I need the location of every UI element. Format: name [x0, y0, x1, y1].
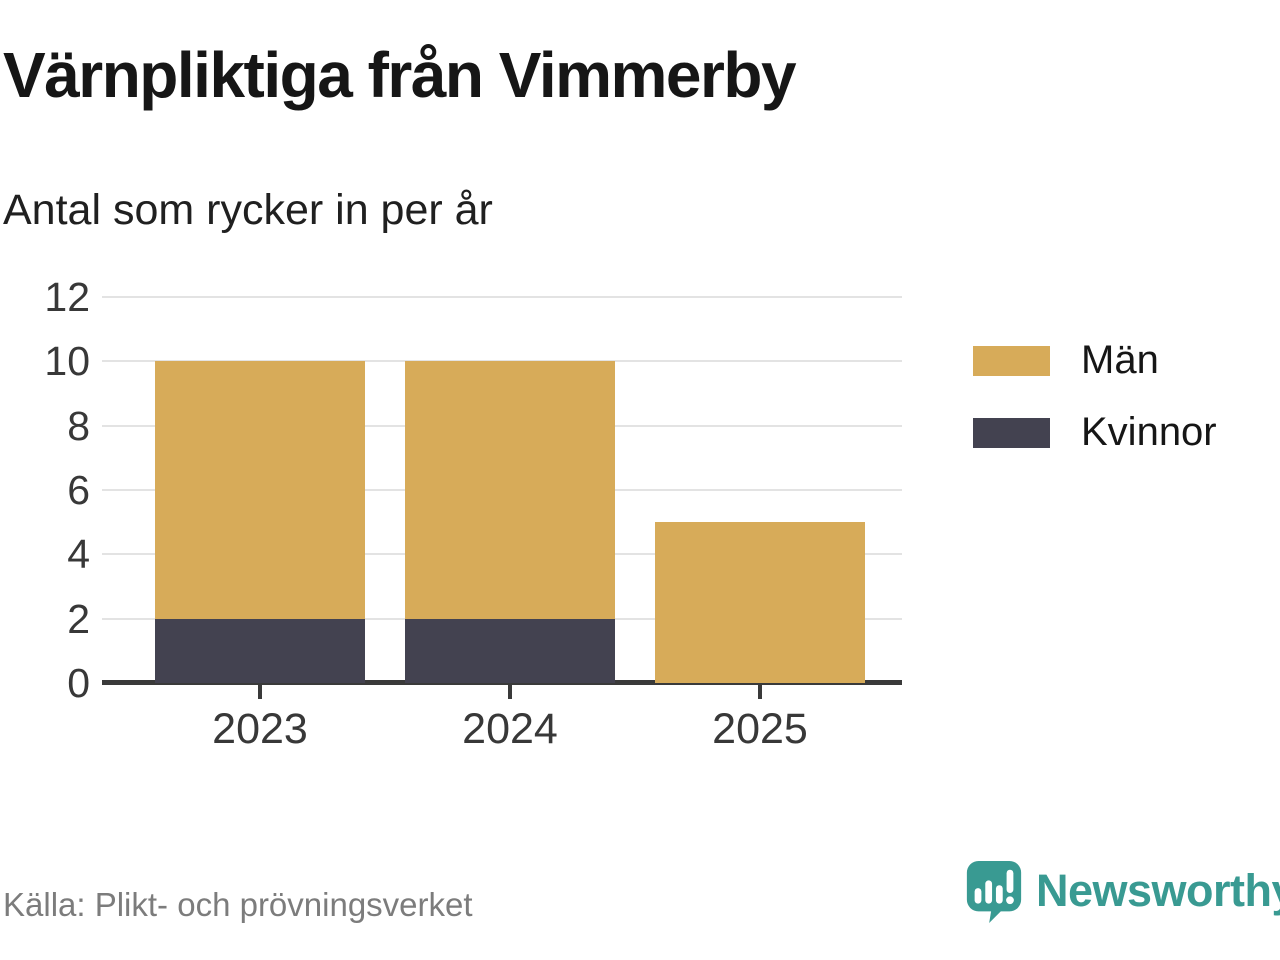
- y-tick-label-10: 10: [44, 338, 90, 385]
- legend-swatch-man: [973, 345, 1050, 376]
- bar-2024-kvinnor: [405, 618, 615, 683]
- x-tick-label-2023: 2023: [212, 705, 308, 753]
- y-tick-label-8: 8: [67, 402, 90, 449]
- gridline-12: [102, 296, 902, 298]
- plot-area: 0 2 4 6 8 10 12 2023 2024 2025: [44, 274, 902, 753]
- legend-swatch-kvinnor: [973, 417, 1050, 448]
- x-tick-2023: [258, 685, 262, 699]
- y-tick-label-6: 6: [67, 467, 90, 513]
- x-tick-label-2024: 2024: [462, 705, 558, 753]
- bar-2023-kvinnor: [155, 618, 365, 683]
- newsworthy-wordmark: Newsworthy: [1036, 865, 1280, 916]
- legend-item-kvinnor: Kvinnor: [973, 410, 1217, 455]
- legend-item-man: Män: [973, 338, 1217, 383]
- chart-title: Värnpliktiga från Vimmerby: [3, 39, 797, 111]
- bar-2024-män: [405, 361, 615, 619]
- y-tick-label-2: 2: [67, 595, 90, 642]
- newsworthy-logo: Newsworthy: [963, 859, 1280, 923]
- y-tick-label-12: 12: [44, 274, 90, 320]
- bar-2023-män: [155, 361, 365, 619]
- newsworthy-speech-bubble-chart-icon: [966, 860, 1022, 923]
- legend-label-kvinnor: Kvinnor: [1081, 410, 1217, 454]
- bar-2025-män: [655, 522, 865, 683]
- x-tick-2025: [758, 685, 762, 699]
- legend-label-man: Män: [1081, 338, 1159, 382]
- x-tick-2024: [508, 685, 512, 699]
- y-tick-label-4: 4: [67, 531, 90, 578]
- y-tick-label-0: 0: [67, 660, 90, 706]
- x-tick-label-2025: 2025: [712, 705, 808, 753]
- chart-subtitle: Antal som rycker in per år: [3, 186, 493, 234]
- source-note: Källa: Plikt- och prövningsverket: [3, 886, 473, 923]
- legend: Män Kvinnor: [973, 338, 1217, 482]
